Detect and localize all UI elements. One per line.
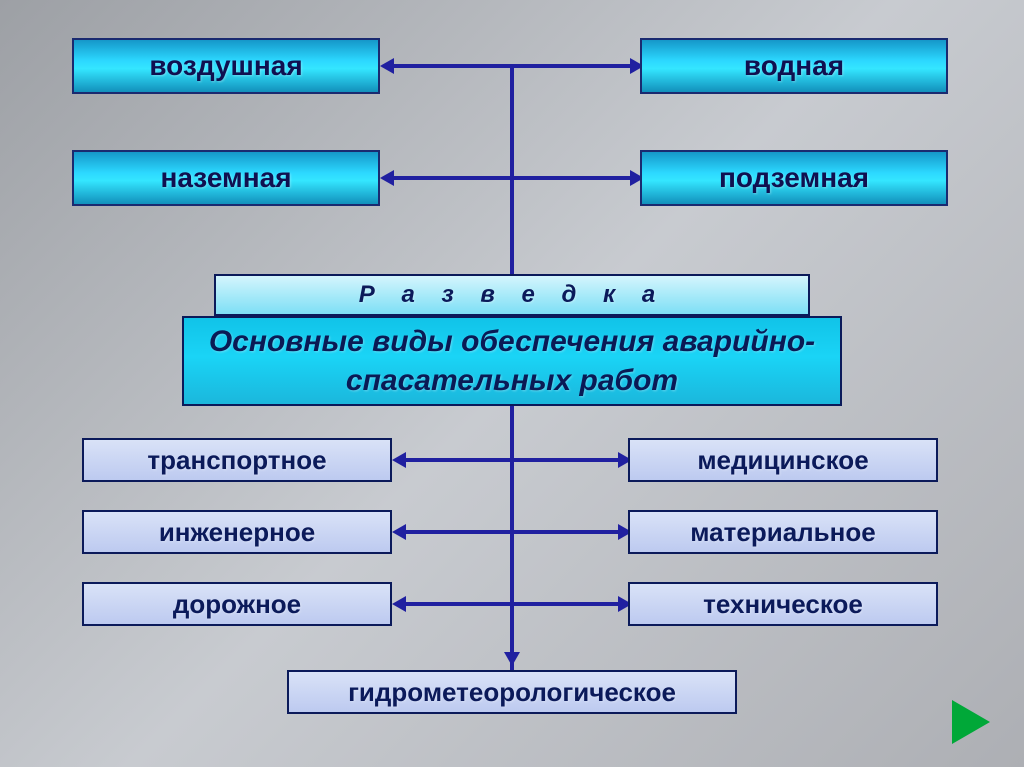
arrow-left-icon <box>380 58 394 74</box>
next-slide-button[interactable] <box>952 700 990 744</box>
type-hydrometeorological: гидрометеорологическое <box>287 670 737 714</box>
arrow-left-icon <box>380 170 394 186</box>
arrow-down-icon <box>504 652 520 666</box>
type-medical: медицинское <box>628 438 938 482</box>
type-technical: техническое <box>628 582 938 626</box>
type-engineering: инженерное <box>82 510 392 554</box>
type-transport: транспортное <box>82 438 392 482</box>
main-title: Основные виды обеспечения аварийно-спаса… <box>182 316 842 406</box>
recon-type-water: водная <box>640 38 948 94</box>
arrow-left-icon <box>392 524 406 540</box>
connector-line <box>384 64 636 68</box>
connector-line <box>384 176 636 180</box>
type-road: дорожное <box>82 582 392 626</box>
connector-line <box>396 602 624 606</box>
connector-line <box>396 530 624 534</box>
recon-type-ground: наземная <box>72 150 380 206</box>
connector-line <box>396 458 624 462</box>
arrow-left-icon <box>392 452 406 468</box>
recon-type-underground: подземная <box>640 150 948 206</box>
arrow-left-icon <box>392 596 406 612</box>
recon-type-air: воздушная <box>72 38 380 94</box>
type-material: материальное <box>628 510 938 554</box>
recon-header: Р а з в е д к а <box>214 274 810 316</box>
